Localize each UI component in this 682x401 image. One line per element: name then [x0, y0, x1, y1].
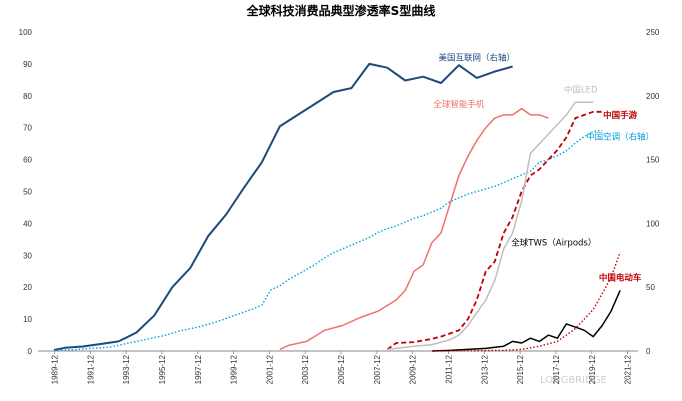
y-left-tick-label: 80	[23, 92, 32, 101]
y-left-tick-label: 10	[23, 315, 32, 324]
y-left-tick-label: 30	[23, 251, 32, 260]
x-tick-label: 2011-12	[445, 354, 454, 383]
series-label: 中国手游	[603, 110, 638, 121]
y-right-tick-label: 0	[646, 347, 651, 356]
series-lines	[53, 62, 621, 352]
x-tick-label: 2005-12	[337, 354, 346, 384]
series-line	[431, 251, 621, 352]
y-left-tick-label: 100	[19, 28, 33, 37]
x-tick-label: 2001-12	[265, 354, 274, 384]
y-left-tick-label: 90	[23, 60, 32, 69]
series-label: 全球智能手机	[433, 99, 485, 110]
x-tick-label: 1999-12	[230, 354, 239, 384]
x-tick-label: 2017-12	[552, 354, 561, 384]
series-label: 中国空调（右轴）	[586, 132, 654, 143]
x-tick-label: 1997-12	[194, 354, 203, 384]
y-left-tick-label: 20	[23, 283, 32, 292]
y-right-tick-label: 50	[646, 283, 655, 292]
y-left-tick-label: 0	[28, 347, 33, 356]
series-label: 美国互联网（右轴）	[439, 53, 516, 64]
series-label: 中国LED	[564, 84, 598, 95]
series-label: 中国电动车	[599, 273, 642, 284]
chart-title: 全球科技消费品典型渗透率S型曲线	[246, 3, 436, 18]
series-label: 全球TWS（Airpods）	[511, 238, 596, 249]
series-line	[431, 290, 621, 352]
x-tick-label: 1989-12	[50, 354, 59, 384]
y-right-tick-label: 150	[646, 156, 660, 165]
x-tick-label: 2003-12	[301, 354, 310, 384]
series-line	[386, 110, 603, 351]
series-line	[279, 107, 549, 351]
x-tick-label: 1991-12	[86, 354, 95, 384]
y-left-tick-label: 60	[23, 156, 32, 165]
watermark: LONGBRIDGE	[540, 375, 607, 386]
y-left-tick-label: 40	[23, 219, 32, 228]
y-left-tick-label: 70	[23, 124, 32, 133]
x-tick-label: 1993-12	[122, 354, 131, 384]
x-tick-label: 2007-12	[373, 354, 382, 384]
y-right-tick-label: 200	[646, 92, 660, 101]
series-line	[53, 62, 513, 351]
x-tick-label: 2009-12	[409, 354, 418, 384]
y-left-tick-label: 50	[23, 188, 32, 197]
x-tick-label: 2021-12	[624, 354, 633, 384]
y-right-tick-label: 100	[646, 219, 660, 228]
axes: 0 10 20 30 40 50 60 70 80 90 100 0 50 100 150 200 250 198…	[19, 28, 660, 384]
x-tick-label: 2013-12	[480, 354, 489, 384]
x-tick-label: 1995-12	[158, 354, 167, 384]
x-tick-label: 2015-12	[516, 354, 525, 384]
y-right-tick-label: 250	[646, 28, 660, 37]
x-tick-label: 2019-12	[588, 354, 597, 384]
series-line	[387, 101, 594, 351]
